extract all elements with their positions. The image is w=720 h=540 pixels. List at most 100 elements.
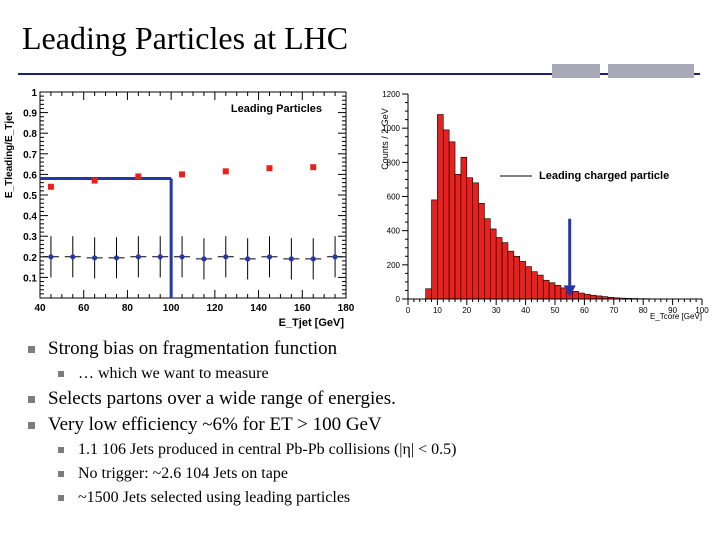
x-tick-label: 120 bbox=[207, 303, 224, 314]
bullet-square-icon bbox=[58, 495, 64, 501]
histogram-bar bbox=[519, 261, 526, 300]
y-tick-label: 600 bbox=[387, 193, 401, 202]
blue-data-point bbox=[223, 254, 229, 260]
histogram-bar bbox=[437, 114, 444, 300]
x-tick-label: 40 bbox=[521, 306, 530, 315]
x-tick-label: 60 bbox=[580, 306, 589, 315]
histogram-bar bbox=[513, 255, 521, 300]
blue-data-point bbox=[310, 256, 316, 262]
red-data-point bbox=[179, 171, 186, 178]
blue-data-point bbox=[266, 254, 273, 260]
title-underline bbox=[18, 73, 700, 75]
bullet-item: Strong bias on fragmentation function bbox=[26, 336, 706, 362]
histogram-bar bbox=[484, 218, 491, 300]
histogram-bar bbox=[578, 292, 585, 300]
red-data-point bbox=[47, 183, 54, 190]
header-decor-block bbox=[552, 64, 600, 78]
bullet-text: … which we want to measure bbox=[78, 365, 269, 382]
bullet-square-icon bbox=[58, 371, 64, 377]
sub-bullet-item: 1.1 106 Jets produced in central Pb-Pb c… bbox=[26, 438, 706, 462]
plot-frame bbox=[39, 91, 347, 299]
y-tick-label: 800 bbox=[387, 158, 401, 167]
sub-bullet-item: ~1500 Jets selected using leading partic… bbox=[26, 486, 706, 510]
histogram-bar bbox=[448, 141, 456, 300]
x-tick-label: 70 bbox=[609, 306, 618, 315]
histogram-bar bbox=[531, 271, 538, 300]
y-axis-label: E_Tleading/E_Tjet bbox=[4, 111, 15, 198]
y-tick-label: 1200 bbox=[382, 90, 400, 99]
blue-data-point bbox=[288, 256, 294, 262]
sub-bullet-item: No trigger: ~2.6 104 Jets on tape bbox=[26, 462, 706, 486]
bullet-square-icon bbox=[58, 447, 64, 453]
x-tick-label: 10 bbox=[433, 306, 442, 315]
histogram-bar bbox=[572, 291, 579, 300]
x-tick-label: 180 bbox=[338, 303, 355, 314]
y-tick-label: 0.2 bbox=[23, 253, 37, 264]
x-tick-label: 50 bbox=[551, 306, 560, 315]
y-tick-label: 1 bbox=[31, 88, 37, 99]
blue-data-point bbox=[332, 254, 338, 260]
header-decor-block-wide bbox=[608, 64, 694, 78]
leading-particle-histogram: 0 200 400 600 800 1000 1200 0 10 20 30 40 50 60 70 80 90… bbox=[380, 90, 709, 321]
bullet-square-icon bbox=[28, 346, 35, 353]
y-tick-label: 0.9 bbox=[23, 109, 37, 120]
histogram-bar bbox=[454, 173, 462, 300]
histogram-bar bbox=[501, 242, 509, 300]
histogram-bar bbox=[425, 288, 432, 300]
red-data-point bbox=[266, 165, 273, 172]
blue-data-point bbox=[113, 255, 120, 261]
bullet-text: No trigger: ~2.6 104 Jets on tape bbox=[78, 465, 288, 482]
bullet-text: Selects partons over a wide range of ene… bbox=[48, 388, 396, 409]
red-data-point bbox=[135, 173, 142, 180]
y-tick-label: 0 bbox=[396, 295, 401, 304]
y-tick-label: 1000 bbox=[382, 124, 400, 133]
x-tick-label: 30 bbox=[492, 306, 501, 315]
x-tick-label: 160 bbox=[294, 303, 311, 314]
histogram-bar bbox=[442, 129, 450, 300]
arrow-head bbox=[563, 285, 576, 298]
bullet-square-icon bbox=[28, 396, 35, 403]
x-tick-label: 140 bbox=[250, 303, 267, 314]
y-tick-label: 0.5 bbox=[23, 191, 37, 202]
histogram-bar bbox=[466, 177, 473, 300]
slide-title: Leading Particles at LHC bbox=[22, 20, 349, 56]
histogram-bar bbox=[589, 294, 597, 300]
y-tick-label: 200 bbox=[387, 261, 401, 270]
histogram-bar bbox=[460, 156, 468, 300]
x-tick-label: 60 bbox=[78, 303, 90, 314]
blue-data-point bbox=[179, 254, 185, 260]
annotation-label: Leading Particles bbox=[231, 103, 322, 115]
histogram-bar bbox=[548, 282, 556, 300]
histogram-bar bbox=[525, 266, 532, 300]
histogram-bar bbox=[495, 237, 503, 300]
x-tick-label: 80 bbox=[639, 306, 648, 315]
x-axis-label: E_Tcore [GeV] bbox=[650, 312, 702, 321]
y-tick-label: 0.6 bbox=[23, 170, 37, 181]
x-tick-label: 20 bbox=[462, 306, 471, 315]
x-tick-label: 0 bbox=[406, 306, 411, 315]
y-tick-label: 400 bbox=[387, 227, 401, 236]
y-tick-label: 0.7 bbox=[23, 150, 37, 161]
bullet-item: Selects partons over a wide range of ene… bbox=[26, 386, 706, 412]
bullet-text: 1.1 106 Jets produced in central Pb-Pb c… bbox=[78, 441, 457, 458]
red-data-point bbox=[310, 164, 317, 171]
blue-data-point bbox=[135, 254, 141, 260]
y-tick-label: 0.3 bbox=[23, 232, 37, 243]
histogram-bar bbox=[507, 250, 515, 300]
y-tick-label: 0.8 bbox=[23, 129, 37, 140]
bullet-item: Very low efficiency ~6% for ET > 100 GeV bbox=[26, 412, 706, 438]
histogram-bar bbox=[490, 228, 497, 300]
bullet-text: Strong bias on fragmentation function bbox=[48, 338, 338, 359]
blue-data-point bbox=[201, 256, 207, 262]
blue-data-point bbox=[157, 254, 163, 260]
x-tick-label: 100 bbox=[695, 306, 709, 315]
x-tick-label: 90 bbox=[668, 306, 677, 315]
histogram-bar bbox=[554, 285, 562, 300]
histogram-bar bbox=[542, 279, 550, 300]
red-data-point bbox=[91, 177, 98, 184]
histogram-bar bbox=[431, 199, 438, 300]
bullet-list: Strong bias on fragmentation function … … bbox=[26, 336, 706, 510]
sub-bullet-item: … which we want to measure bbox=[26, 362, 706, 386]
histogram-bar bbox=[478, 203, 485, 300]
